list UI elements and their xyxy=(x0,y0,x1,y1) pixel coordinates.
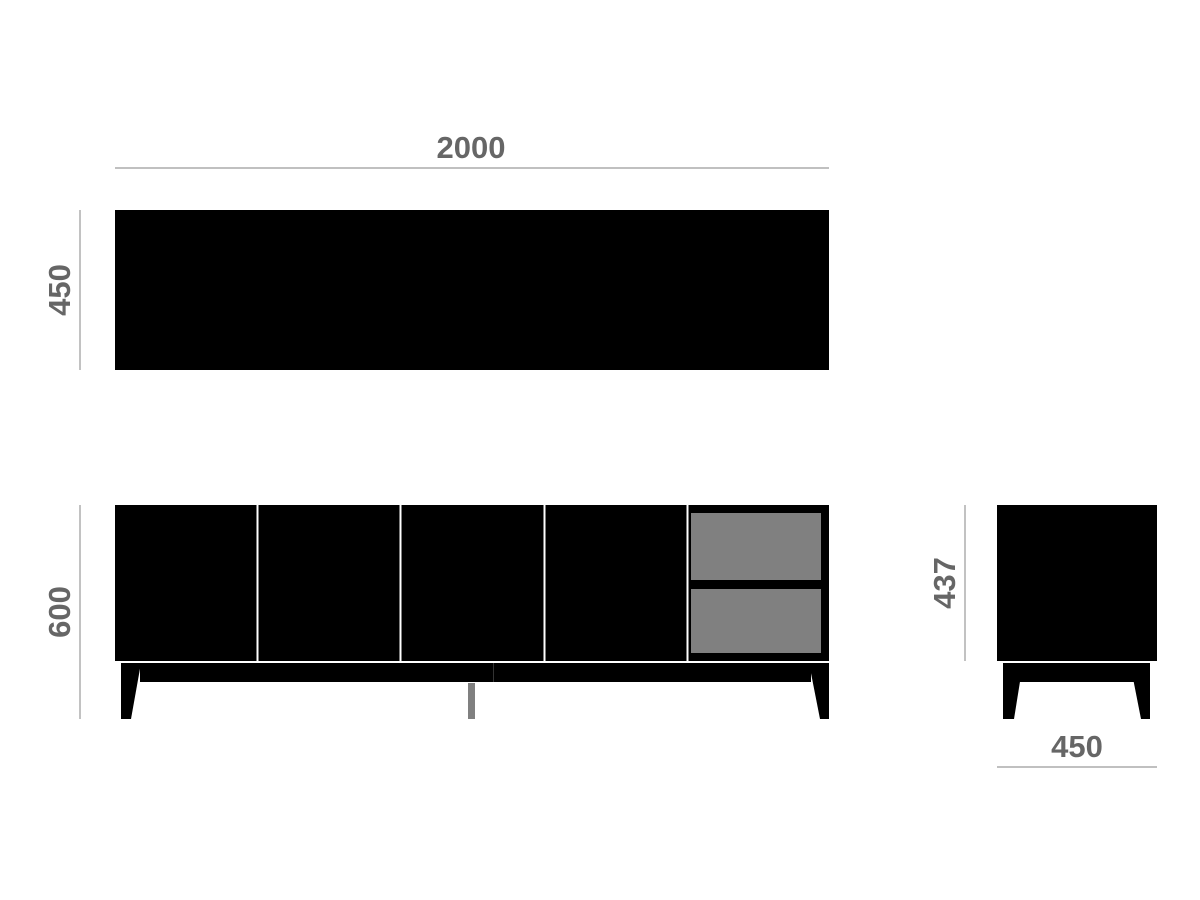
door-separators xyxy=(256,505,689,661)
drawer-top xyxy=(691,513,821,580)
height-dimension-label: 600 xyxy=(42,586,77,638)
side-height-dimension-label: 437 xyxy=(927,557,962,609)
top-surface xyxy=(115,210,829,370)
top-view: 2000 450 xyxy=(42,130,829,370)
front-view: 600 xyxy=(42,505,829,719)
side-view: 437 450 xyxy=(927,505,1157,768)
side-leg-left xyxy=(1003,663,1023,719)
width-dimension-label: 2000 xyxy=(437,130,506,165)
plinth xyxy=(140,663,811,682)
side-plinth xyxy=(1020,663,1134,682)
side-leg-right xyxy=(1130,663,1150,719)
leg-left xyxy=(121,663,141,719)
side-body xyxy=(997,505,1157,661)
side-width-dimension-label: 450 xyxy=(1051,729,1103,764)
drawer-bottom xyxy=(691,589,821,653)
leg-right xyxy=(809,663,829,719)
center-support-leg xyxy=(468,683,475,719)
depth-dimension-label: 450 xyxy=(42,264,77,316)
